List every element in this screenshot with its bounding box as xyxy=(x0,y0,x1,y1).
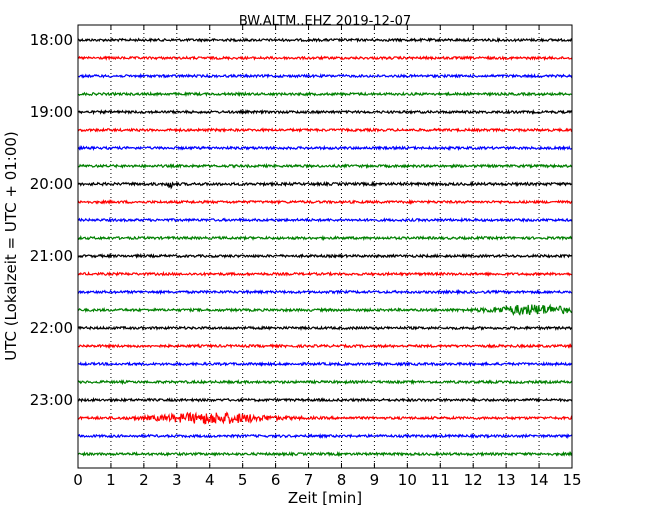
y-tick-label: 20:00 xyxy=(30,175,73,193)
plot-frame xyxy=(77,24,573,469)
seismic-trace-2315 xyxy=(78,411,573,425)
y-tick-label: 23:00 xyxy=(30,391,73,409)
x-tick-label: 11 xyxy=(431,471,450,489)
seismic-trace-2330 xyxy=(77,432,573,440)
seismic-trace-2215 xyxy=(77,343,573,350)
y-tick-label: 19:00 xyxy=(30,103,73,121)
seismic-trace-2000 xyxy=(77,180,573,190)
chart-title: BW.ALTM..EHZ 2019-12-07 xyxy=(239,14,411,29)
seismic-trace-1800 xyxy=(77,36,572,44)
seismic-trace-2115 xyxy=(77,270,573,278)
seismic-trace-2245 xyxy=(77,378,573,386)
x-tick-label: 12 xyxy=(464,471,483,489)
x-tick-label: 13 xyxy=(497,471,516,489)
seismic-trace-1900 xyxy=(77,108,573,116)
trace-group xyxy=(77,36,573,458)
seismic-trace-1945 xyxy=(77,162,572,170)
x-tick-label: 1 xyxy=(106,471,116,489)
seismic-trace-2300 xyxy=(77,397,573,403)
y-axis-label: UTC (Lokalzeit = UTC + 01:00) xyxy=(2,131,20,361)
x-tick-label: 9 xyxy=(370,471,380,489)
y-tick-label: 18:00 xyxy=(30,31,73,49)
seismic-trace-1930 xyxy=(77,144,573,152)
x-tick-label: 7 xyxy=(304,471,314,489)
seismic-trace-2100 xyxy=(77,253,573,259)
seismic-trace-1815 xyxy=(77,55,573,62)
y-tick-label: 21:00 xyxy=(30,247,73,265)
seismic-trace-2130 xyxy=(77,288,573,296)
x-tick-label: 4 xyxy=(205,471,215,489)
seismic-trace-2015 xyxy=(77,198,573,206)
x-tick-label: 3 xyxy=(172,471,182,489)
seismic-trace-2045 xyxy=(77,234,573,242)
seismic-trace-2145 xyxy=(78,303,573,316)
x-tick-label: 10 xyxy=(398,471,417,489)
x-axis-label: Zeit [min] xyxy=(288,489,362,507)
axis-ticks: 0 1 2 3 4 5 6 7 8 9 10 11 12 13 14 1518:0019:0020:0021:… xyxy=(30,25,582,489)
seismic-trace-1915 xyxy=(77,127,573,134)
x-tick-label: 6 xyxy=(271,471,281,489)
seismic-trace-2345 xyxy=(77,450,573,458)
seismic-trace-2030 xyxy=(77,216,573,223)
x-tick-label: 14 xyxy=(530,471,549,489)
x-tick-label: 15 xyxy=(562,471,581,489)
seismic-trace-1845 xyxy=(77,90,573,98)
seismic-trace-2200 xyxy=(77,325,573,332)
x-tick-label: 2 xyxy=(139,471,149,489)
seismic-trace-1830 xyxy=(77,72,573,79)
seismic-trace-2230 xyxy=(77,360,573,368)
x-tick-label: 5 xyxy=(238,471,248,489)
x-tick-label: 0 xyxy=(73,471,83,489)
y-tick-label: 22:00 xyxy=(30,319,73,337)
x-tick-label: 8 xyxy=(337,471,347,489)
